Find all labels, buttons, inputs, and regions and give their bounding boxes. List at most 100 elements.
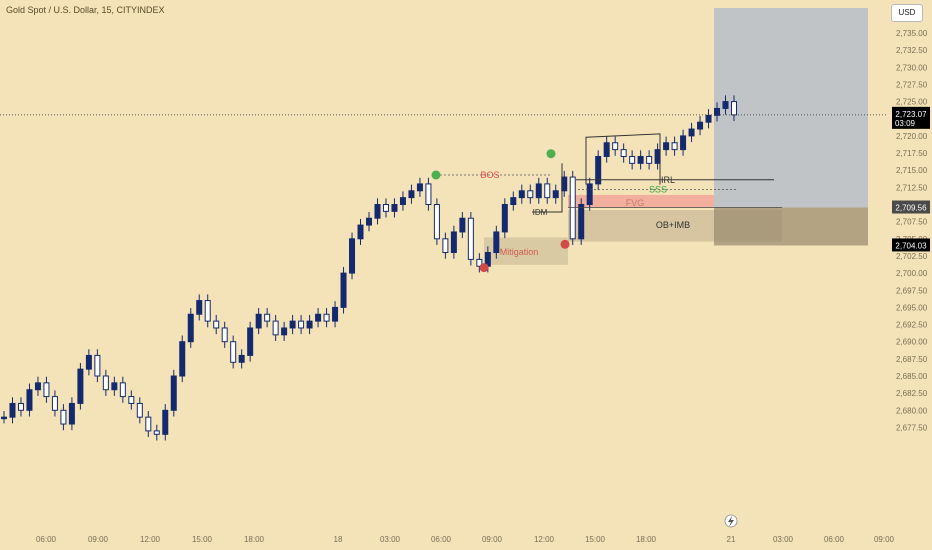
x-tick-label: 06:00 xyxy=(36,535,57,544)
candle-body xyxy=(433,204,440,240)
candle-body xyxy=(1,416,7,420)
candle-body xyxy=(111,382,118,391)
candle-body xyxy=(119,382,126,398)
y-tick-label: 2,730.00 xyxy=(896,63,928,72)
x-tick-label: 18:00 xyxy=(244,535,265,544)
candle-body xyxy=(255,313,262,329)
lightning-bolt-icon xyxy=(728,516,734,527)
candle-body xyxy=(306,320,313,329)
level-2-tag xyxy=(892,238,930,252)
candle-body xyxy=(501,204,508,233)
x-tick-label: 06:00 xyxy=(824,535,845,544)
candle-body xyxy=(238,354,245,363)
y-tick-label: 2,697.50 xyxy=(896,286,928,295)
candle-body xyxy=(612,142,619,151)
candle-body xyxy=(595,155,602,185)
candle-body xyxy=(153,430,160,435)
x-tick-label: 03:00 xyxy=(773,535,794,544)
candle-body xyxy=(196,300,203,315)
candle-body xyxy=(323,313,330,322)
y-tick-label: 2,707.50 xyxy=(896,218,928,227)
y-tick-label: 2,680.00 xyxy=(896,406,928,415)
idm-bracket xyxy=(532,163,563,213)
candle-body xyxy=(136,402,143,418)
candle-body xyxy=(187,313,194,343)
irl-label: IRL xyxy=(661,175,675,185)
y-tick-label: 2,712.50 xyxy=(896,183,928,192)
candle-body xyxy=(247,327,254,356)
swing-high-dot xyxy=(431,170,441,180)
candle-body xyxy=(663,142,670,151)
candle-body xyxy=(620,149,627,157)
candle-body xyxy=(680,135,687,151)
y-tick-label: 2,695.00 xyxy=(896,303,928,312)
x-tick-label: 18:00 xyxy=(636,535,657,544)
candle-body xyxy=(264,313,271,322)
last-price-tag xyxy=(892,106,930,129)
candle-body xyxy=(442,238,449,254)
x-tick-label: 09:00 xyxy=(88,535,109,544)
x-tick-label: 18 xyxy=(334,535,343,544)
candle-body xyxy=(578,204,585,240)
candle-body xyxy=(272,320,279,336)
candle-body xyxy=(17,402,24,411)
candle-body xyxy=(671,142,678,151)
y-tick-label: 2,687.50 xyxy=(896,355,928,364)
candle-body xyxy=(518,190,525,199)
fvg-zone xyxy=(568,194,714,208)
fvg-label: FVG xyxy=(626,198,645,208)
candle-body xyxy=(349,238,356,274)
candle-body xyxy=(544,183,551,199)
candle-body xyxy=(213,320,220,329)
candle-body xyxy=(179,341,186,377)
x-tick-label: 09:00 xyxy=(874,535,895,544)
y-tick-label: 2,690.00 xyxy=(896,338,928,347)
candle-body xyxy=(399,197,406,205)
candle-body xyxy=(51,396,58,411)
candle-body xyxy=(289,320,296,329)
candle-body xyxy=(9,402,16,418)
candle-body xyxy=(705,114,712,123)
candle-body xyxy=(162,409,169,435)
candle-body xyxy=(102,375,109,391)
candle-body xyxy=(637,155,644,164)
candle-body xyxy=(714,107,721,116)
candle-body xyxy=(170,375,177,411)
candle-body xyxy=(60,409,67,425)
candle-body xyxy=(654,149,661,164)
candle-body xyxy=(535,183,542,199)
candle-body xyxy=(366,217,372,226)
candle-body xyxy=(629,155,636,164)
y-tick-label: 2,727.50 xyxy=(896,80,928,89)
candle-body xyxy=(204,300,211,322)
symbol-title: Gold Spot / U.S. Dollar, 15, CITYINDEX xyxy=(6,5,165,15)
level-1-label: 2,709.56 xyxy=(895,204,927,213)
candle-body xyxy=(391,204,398,212)
candle-body xyxy=(43,382,50,398)
candle-body xyxy=(569,176,576,240)
stop-box xyxy=(714,207,868,246)
ob-imb-zone xyxy=(568,209,782,242)
target-box xyxy=(714,8,868,208)
y-tick-label: 2,692.50 xyxy=(896,321,928,330)
level-1-tag xyxy=(892,200,930,214)
candle-body xyxy=(145,416,152,432)
level-2-label: 2,704.03 xyxy=(895,241,927,250)
x-tick-label: 15:00 xyxy=(192,535,213,544)
candle-body xyxy=(315,313,322,322)
x-tick-label: 15:00 xyxy=(585,535,606,544)
candle-body xyxy=(281,327,288,336)
candle-body xyxy=(77,368,84,404)
candle-body xyxy=(467,217,474,260)
y-tick-label: 2,702.50 xyxy=(896,252,928,261)
candle-body xyxy=(476,258,483,267)
mitigation-label: Mitigation xyxy=(500,247,539,257)
currency-button[interactable]: USD xyxy=(891,4,923,22)
candle-body xyxy=(527,190,534,199)
swing-high-dot xyxy=(546,149,556,159)
y-tick-label: 2,720.00 xyxy=(896,132,928,141)
range-bracket xyxy=(585,133,661,185)
idm-label: IDM xyxy=(533,208,548,217)
bos-label: BOS xyxy=(480,170,499,180)
